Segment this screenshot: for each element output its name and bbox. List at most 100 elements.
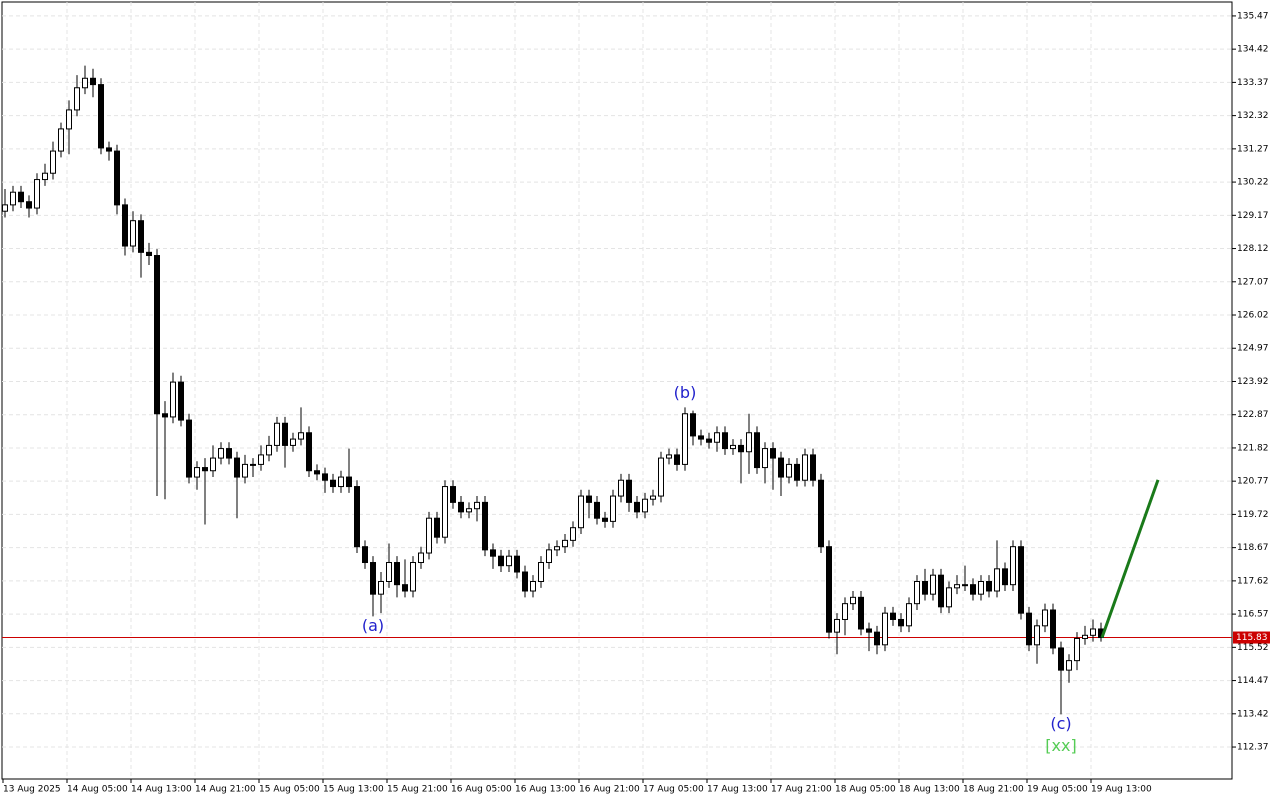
candle-body	[954, 584, 960, 589]
candle-body	[738, 444, 744, 453]
candle-body	[490, 549, 496, 557]
candle-body	[602, 517, 608, 522]
candle-body	[170, 381, 176, 418]
y-tick-label: 116.57	[1237, 610, 1269, 620]
candle-body	[330, 479, 336, 488]
candle-body	[50, 150, 56, 174]
candle-body	[1018, 546, 1024, 614]
y-tick-label: 133.37	[1237, 78, 1269, 88]
candle-body	[290, 438, 296, 446]
candle-body	[1026, 612, 1032, 646]
candle-body	[786, 463, 792, 478]
candle-body	[674, 454, 680, 465]
candle-body	[802, 454, 808, 481]
candle-body	[618, 479, 624, 497]
candle-body	[722, 432, 728, 450]
candle-body	[626, 479, 632, 503]
y-tick-label: 131.27	[1237, 144, 1269, 154]
candle-body	[418, 552, 424, 564]
y-tick-label: 114.47	[1237, 676, 1269, 686]
candle-body	[770, 448, 776, 459]
x-tick-label: 16 Aug 21:00	[579, 785, 640, 795]
candle-body	[978, 581, 984, 595]
candle-body	[810, 454, 816, 481]
candle-body	[994, 568, 1000, 592]
candle-body	[322, 473, 328, 481]
candle-body	[706, 438, 712, 443]
candle-body	[386, 562, 392, 583]
candle-body	[986, 581, 992, 592]
candle-body	[970, 584, 976, 595]
candle-body	[82, 77, 88, 89]
x-tick-label: 14 Aug 21:00	[195, 785, 256, 795]
candle-body	[298, 432, 304, 440]
y-tick-label: 121.82	[1237, 443, 1269, 453]
candle-body	[746, 432, 752, 453]
candle-body	[450, 486, 456, 503]
candle-body	[962, 584, 968, 587]
candle-body	[546, 549, 552, 564]
candle-body	[642, 498, 648, 513]
candle-body	[394, 562, 400, 586]
candle-body	[234, 457, 240, 478]
candle-body	[578, 495, 584, 529]
candle-body	[2, 204, 8, 212]
candle-body	[778, 457, 784, 478]
candle-body	[922, 581, 928, 595]
candle-body	[378, 581, 384, 595]
y-tick-label: 132.32	[1237, 111, 1269, 121]
current-price-label: 115.83	[1236, 633, 1268, 643]
candle-body	[930, 574, 936, 595]
candle-body	[1066, 660, 1072, 671]
candle-body	[514, 555, 520, 573]
candle-body	[1082, 634, 1088, 639]
x-tick-label: 18 Aug 05:00	[835, 785, 896, 795]
candle-body	[482, 501, 488, 551]
candle-body	[562, 539, 568, 548]
candle-body	[858, 596, 864, 630]
x-tick-label: 13 Aug 2025	[3, 785, 61, 795]
candle-body	[98, 84, 104, 149]
candle-body	[354, 486, 360, 548]
candle-body	[882, 612, 888, 646]
candle-body	[1090, 628, 1096, 636]
x-tick-label: 17 Aug 05:00	[643, 785, 704, 795]
y-tick-label: 120.77	[1237, 477, 1269, 487]
candle-body	[90, 77, 96, 86]
wave-label: (a)	[362, 616, 384, 635]
y-tick-label: 123.92	[1237, 377, 1269, 387]
candle-body	[946, 587, 952, 608]
candle-body	[826, 546, 832, 633]
candle-body	[346, 476, 352, 488]
x-tick-label: 16 Aug 13:00	[515, 785, 576, 795]
candle-body	[914, 581, 920, 605]
y-tick-label: 130.22	[1237, 178, 1269, 188]
candle-body	[218, 448, 224, 459]
candle-body	[666, 454, 672, 459]
wave-label: [xx]	[1045, 736, 1076, 755]
y-tick-label: 113.42	[1237, 709, 1269, 719]
candle-body	[458, 501, 464, 513]
candle-body	[242, 463, 248, 478]
candle-body	[730, 444, 736, 450]
candle-body	[1002, 568, 1008, 586]
y-tick-label: 112.37	[1237, 743, 1269, 753]
y-tick-label: 124.97	[1237, 344, 1269, 354]
x-tick-label: 17 Aug 21:00	[771, 785, 832, 795]
candle-body	[714, 432, 720, 443]
candle-body	[474, 501, 480, 510]
candle-body	[10, 191, 16, 206]
y-tick-label: 128.12	[1237, 244, 1269, 254]
candle-body	[122, 204, 128, 247]
candle-body	[1050, 609, 1056, 649]
candle-body	[818, 479, 824, 548]
candle-body	[58, 128, 64, 152]
candle-body	[34, 179, 40, 209]
x-tick-label: 19 Aug 05:00	[1027, 785, 1088, 795]
candle-body	[66, 109, 72, 130]
candle-body	[906, 603, 912, 627]
candle-body	[154, 255, 160, 415]
x-tick-label: 15 Aug 21:00	[387, 785, 448, 795]
candle-body	[306, 432, 312, 472]
candle-body	[202, 467, 208, 472]
